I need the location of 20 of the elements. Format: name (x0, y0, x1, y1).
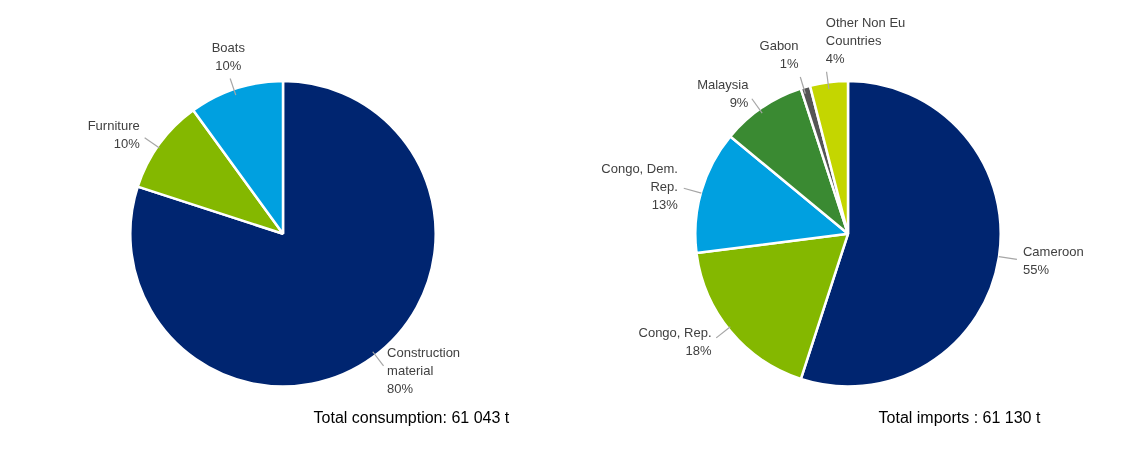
slice-label: Malaysia (697, 77, 750, 93)
slice-label: Cameroon (1022, 243, 1084, 259)
slice-label: Furniture (87, 117, 140, 133)
data-label: 9% (729, 95, 749, 111)
slice-label: Gabon (759, 38, 799, 54)
text: Total imports : 61 130 t (878, 408, 1041, 426)
slice-label: Construction material (387, 345, 461, 379)
data-label: 18% (685, 343, 712, 359)
data-label: 1% (779, 56, 800, 72)
data-label: 10% (215, 57, 242, 73)
slice-label: Congo, Dem. Rep. (601, 161, 678, 195)
slice-label: Other Non Eu Countries (825, 14, 906, 48)
text: Total consumption: 61 043 t (313, 408, 510, 426)
data-label: 80% (387, 381, 414, 397)
slice-label: Congo, Rep. (638, 325, 712, 341)
slice-label: Boats (211, 39, 246, 55)
data-label: 55% (1022, 261, 1050, 277)
data-label: 10% (113, 135, 141, 151)
data-label: 13% (651, 197, 679, 213)
data-label: 4% (825, 50, 846, 66)
